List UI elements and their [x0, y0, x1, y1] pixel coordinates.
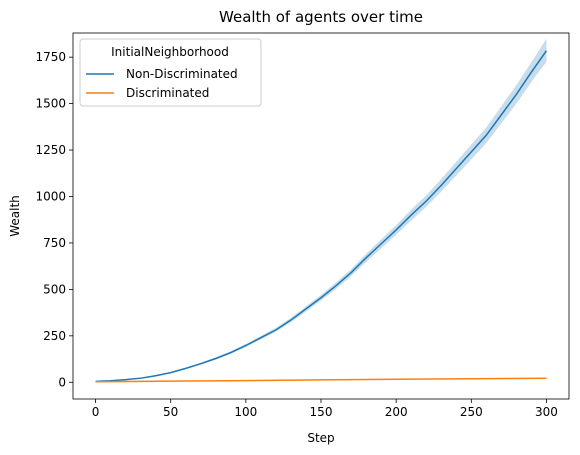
- legend-box: [79, 38, 262, 107]
- chart-title: Wealth of agents over time: [219, 8, 423, 26]
- y-axis-label: Wealth: [8, 195, 22, 237]
- x-tick-label: 100: [234, 405, 257, 419]
- legend-items: Non-Discriminated Discriminated: [86, 67, 238, 100]
- legend-label: Discriminated: [126, 86, 209, 100]
- y-tick-label: 1250: [35, 143, 66, 157]
- y-axis-ticks: 0 250 500 750 1000 1250 1500 1750: [35, 50, 73, 389]
- x-axis-label: Step: [307, 431, 334, 445]
- x-axis-ticks: 0 50 100 150 200 250 300: [92, 399, 558, 419]
- x-tick-label: 50: [163, 405, 178, 419]
- y-tick-label: 0: [58, 375, 66, 389]
- x-tick-label: 300: [535, 405, 558, 419]
- x-tick-label: 0: [92, 405, 100, 419]
- y-tick-label: 750: [43, 236, 66, 250]
- series-lines: [95, 50, 548, 383]
- legend: InitialNeighborhood Non-Discriminated Dis…: [79, 38, 262, 107]
- legend-title: InitialNeighborhood: [111, 45, 229, 59]
- y-tick-label: 1750: [35, 50, 66, 64]
- x-tick-label: 200: [385, 405, 408, 419]
- legend-label: Non-Discriminated: [126, 67, 238, 81]
- y-tick-label: 500: [43, 282, 66, 296]
- y-tick-label: 1000: [35, 189, 66, 203]
- y-tick-label: 250: [43, 329, 66, 343]
- y-tick-label: 1500: [35, 97, 66, 111]
- x-tick-label: 150: [310, 405, 333, 419]
- x-tick-label: 250: [460, 405, 483, 419]
- series-line-discriminated: [95, 377, 547, 383]
- series-line-non-discriminated: [95, 50, 548, 383]
